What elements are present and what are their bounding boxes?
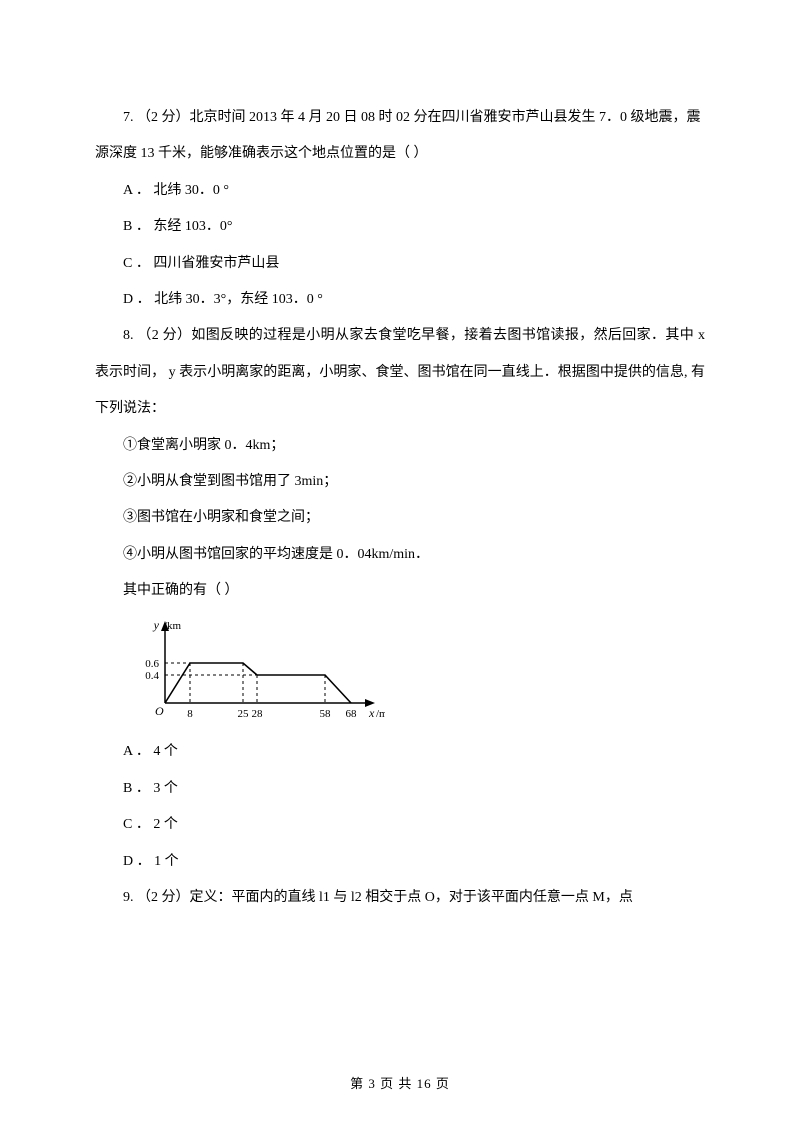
svg-text:0.4: 0.4 — [145, 670, 159, 682]
q7-opt-b: B ． 东经 103．0° — [95, 209, 705, 245]
svg-text:/km: /km — [164, 620, 182, 632]
q8-s4: ④小明从图书馆回家的平均速度是 0．04km/min． — [95, 537, 705, 573]
q7-opt-a: A ． 北纬 30．0 ° — [95, 173, 705, 209]
q8-opt-c: C ． 2 个 — [95, 807, 705, 843]
svg-text:0.6: 0.6 — [145, 658, 159, 670]
q8-opt-b: B ． 3 个 — [95, 771, 705, 807]
q9-text: 9. （2 分）定义：平面内的直线 l1 与 l2 相交于点 O，对于该平面内任… — [95, 880, 705, 916]
q8-s1: ①食堂离小明家 0．4km； — [95, 428, 705, 464]
svg-text:/min: /min — [376, 708, 385, 720]
svg-text:25: 25 — [238, 708, 250, 720]
q8-opt-a: A ． 4 个 — [95, 734, 705, 770]
svg-text:x: x — [368, 706, 375, 720]
q7-opt-d: D ． 北纬 30．3°，东经 103．0 ° — [95, 282, 705, 318]
svg-text:28: 28 — [252, 708, 264, 720]
svg-text:58: 58 — [320, 708, 332, 720]
q7-opt-c: C ． 四川省雅安市芦山县 — [95, 246, 705, 282]
svg-text:O: O — [155, 704, 164, 718]
svg-text:8: 8 — [187, 708, 193, 720]
svg-text:68: 68 — [346, 708, 358, 720]
q8-text: 8. （2 分）如图反映的过程是小明从家去食堂吃早餐，接着去图书馆读报，然后回家… — [95, 318, 705, 427]
q8-chart: y/km x/min 0.40.6 8 2528 58 68 O — [125, 615, 705, 732]
svg-text:y: y — [153, 618, 160, 632]
q7-text: 7. （2 分）北京时间 2013 年 4 月 20 日 08 时 02 分在四… — [95, 100, 705, 173]
page-footer: 第 3 页 共 16 页 — [0, 1073, 800, 1092]
q8-opt-d: D ． 1 个 — [95, 844, 705, 880]
q8-s2: ②小明从食堂到图书馆用了 3min； — [95, 464, 705, 500]
q8-prompt: 其中正确的有（ ） — [95, 573, 705, 609]
q8-s3: ③图书馆在小明家和食堂之间； — [95, 500, 705, 536]
